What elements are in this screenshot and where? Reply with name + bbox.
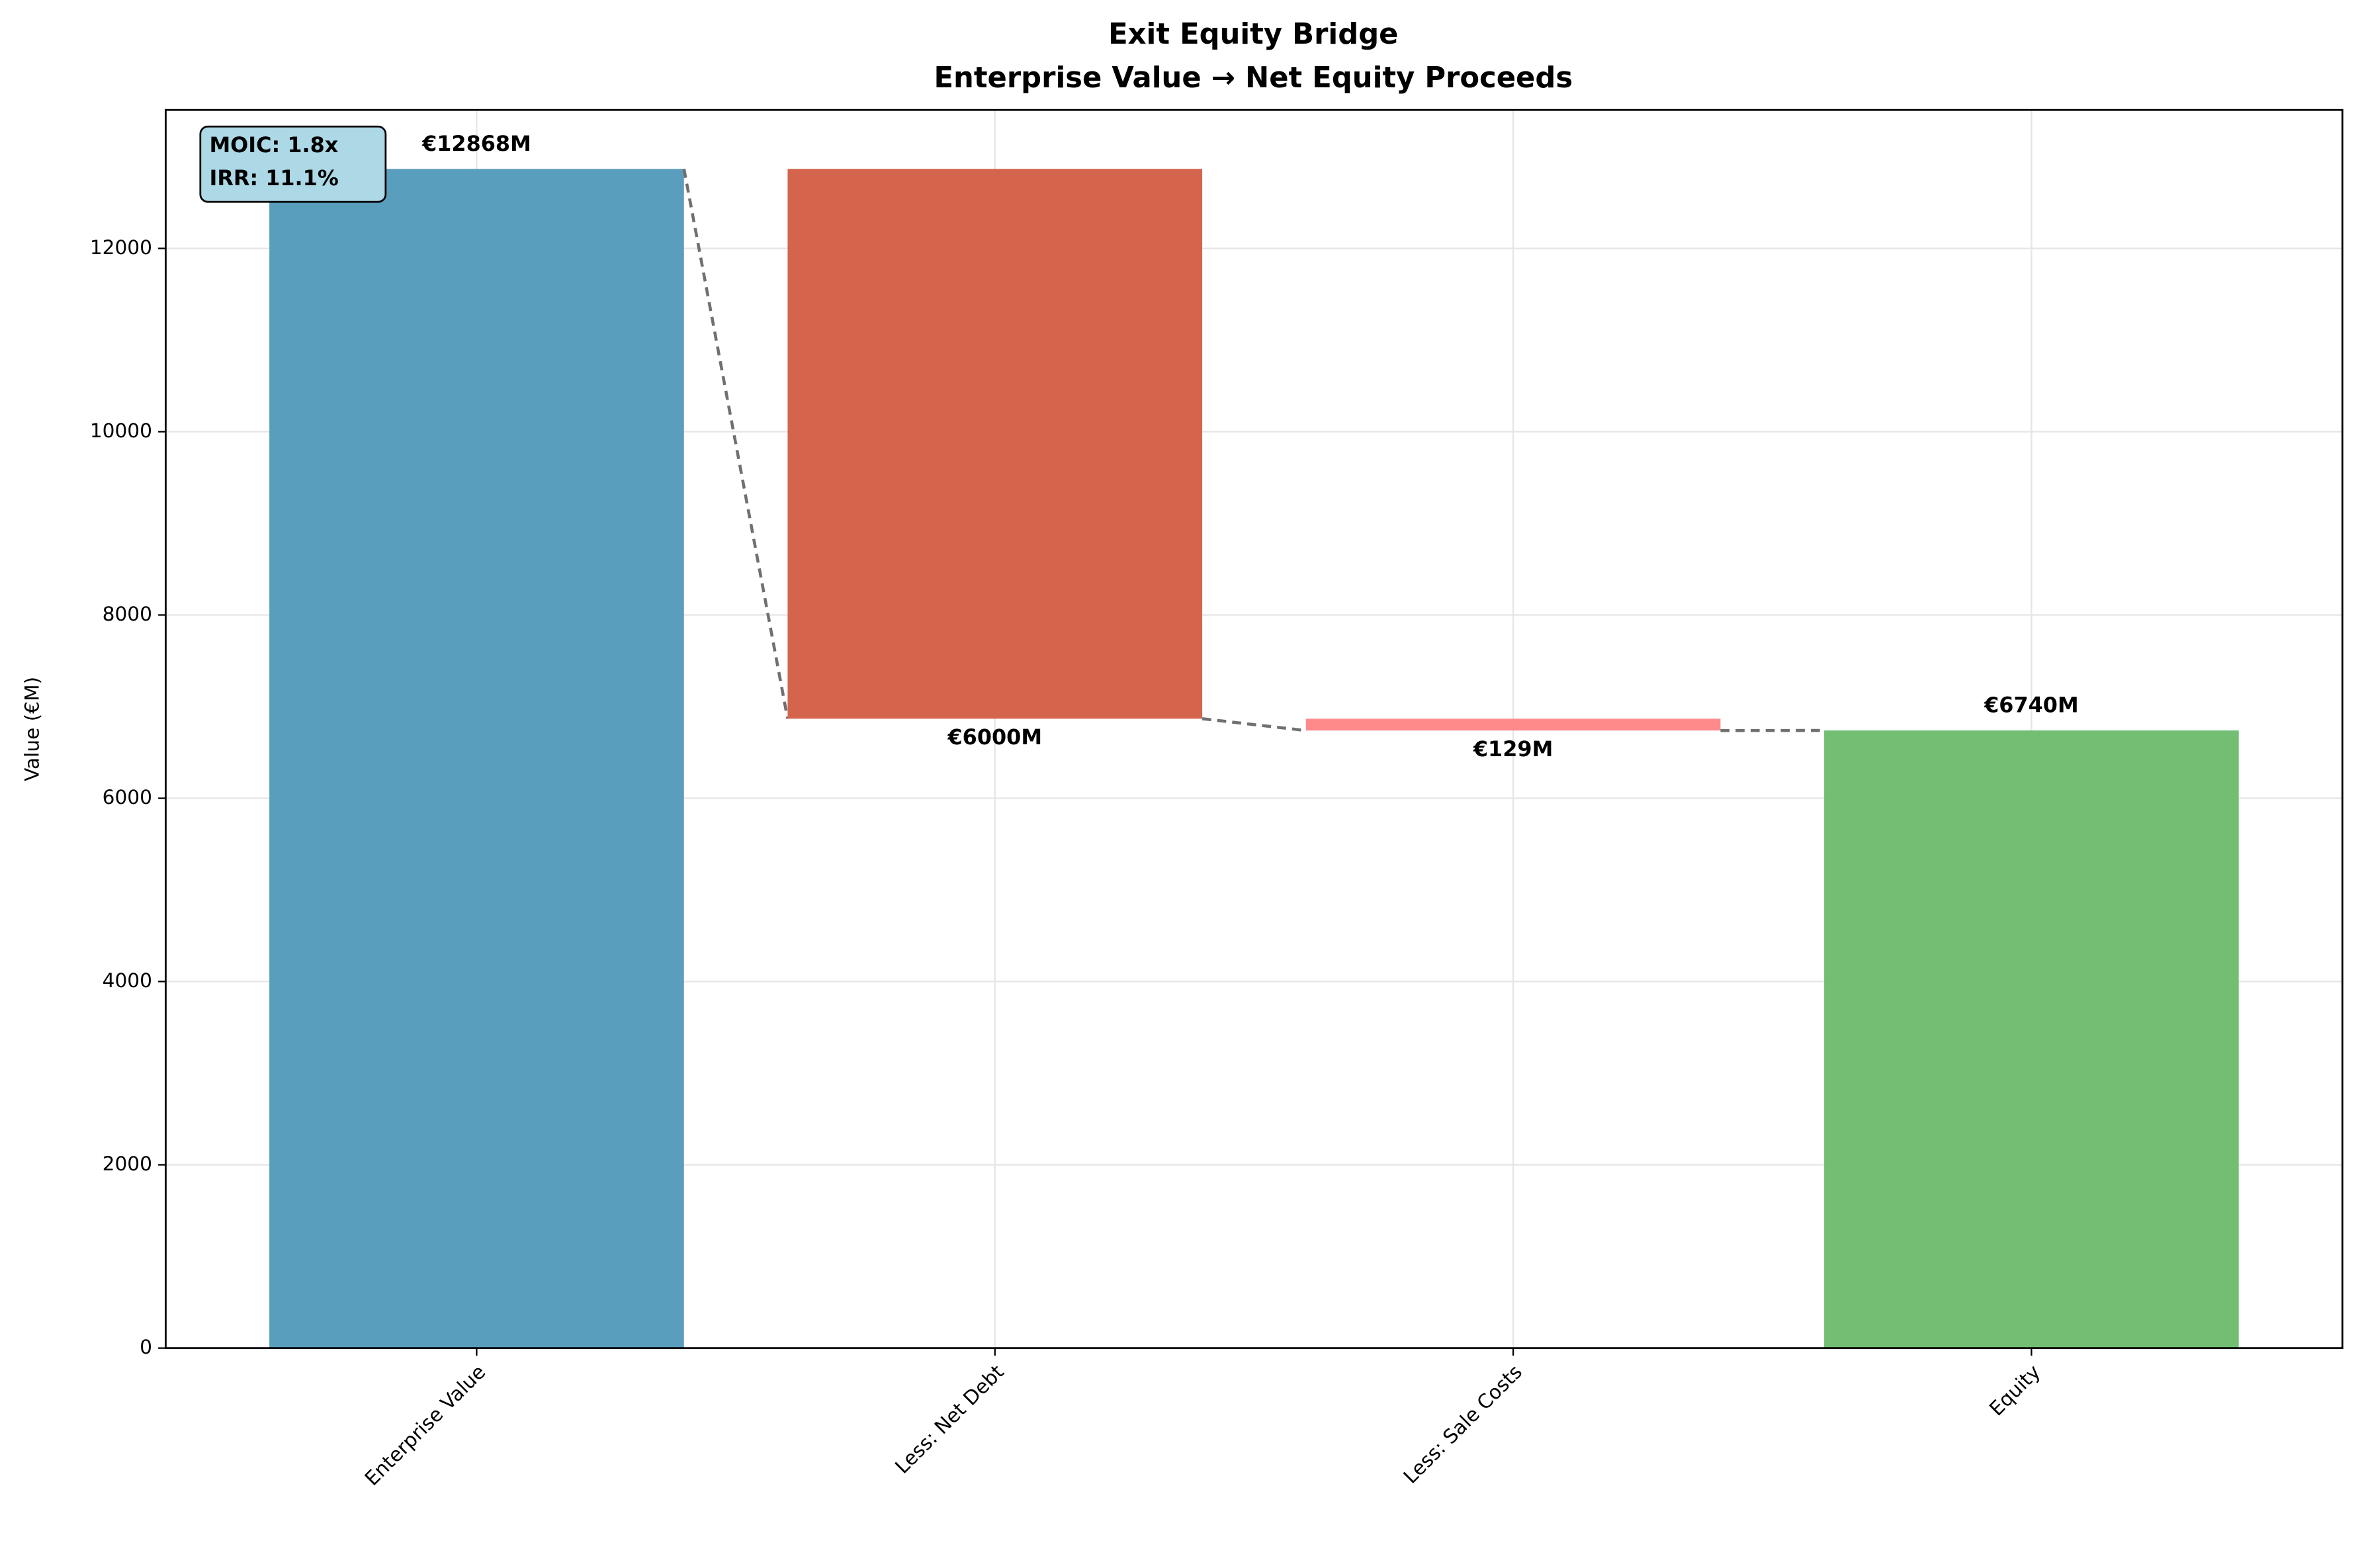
y-tick-label: 0 — [140, 1336, 152, 1358]
annotation: MOIC: 1.8x — [209, 132, 338, 157]
y-tick-label: 12000 — [90, 236, 152, 259]
annotation-box — [199, 125, 387, 203]
bar — [787, 169, 1203, 719]
y-tick-label: 8000 — [103, 603, 152, 625]
chart-subtitle: Enterprise Value → Net Equity Proceeds — [934, 62, 1573, 95]
y-tick-label: 10000 — [90, 419, 152, 442]
y-axis-label: Value (€M) — [21, 677, 44, 781]
connector — [682, 168, 789, 719]
bar — [1305, 719, 1721, 731]
value-label: €12868M — [421, 131, 531, 156]
bar — [269, 169, 684, 1348]
bar — [1824, 730, 2239, 1348]
value-label: €6000M — [947, 724, 1042, 750]
axes-frame — [165, 109, 2343, 1349]
y-tick-label: 4000 — [103, 969, 152, 992]
chart-title: Exit Equity Bridge — [1108, 18, 1398, 51]
y-tick-label: 6000 — [103, 786, 152, 808]
value-label: €6740M — [1984, 693, 2079, 718]
value-label: €129M — [1473, 736, 1553, 762]
y-tick-label: 2000 — [103, 1153, 152, 1175]
connector — [1202, 717, 1307, 732]
annotation: IRR: 11.1% — [209, 165, 338, 191]
